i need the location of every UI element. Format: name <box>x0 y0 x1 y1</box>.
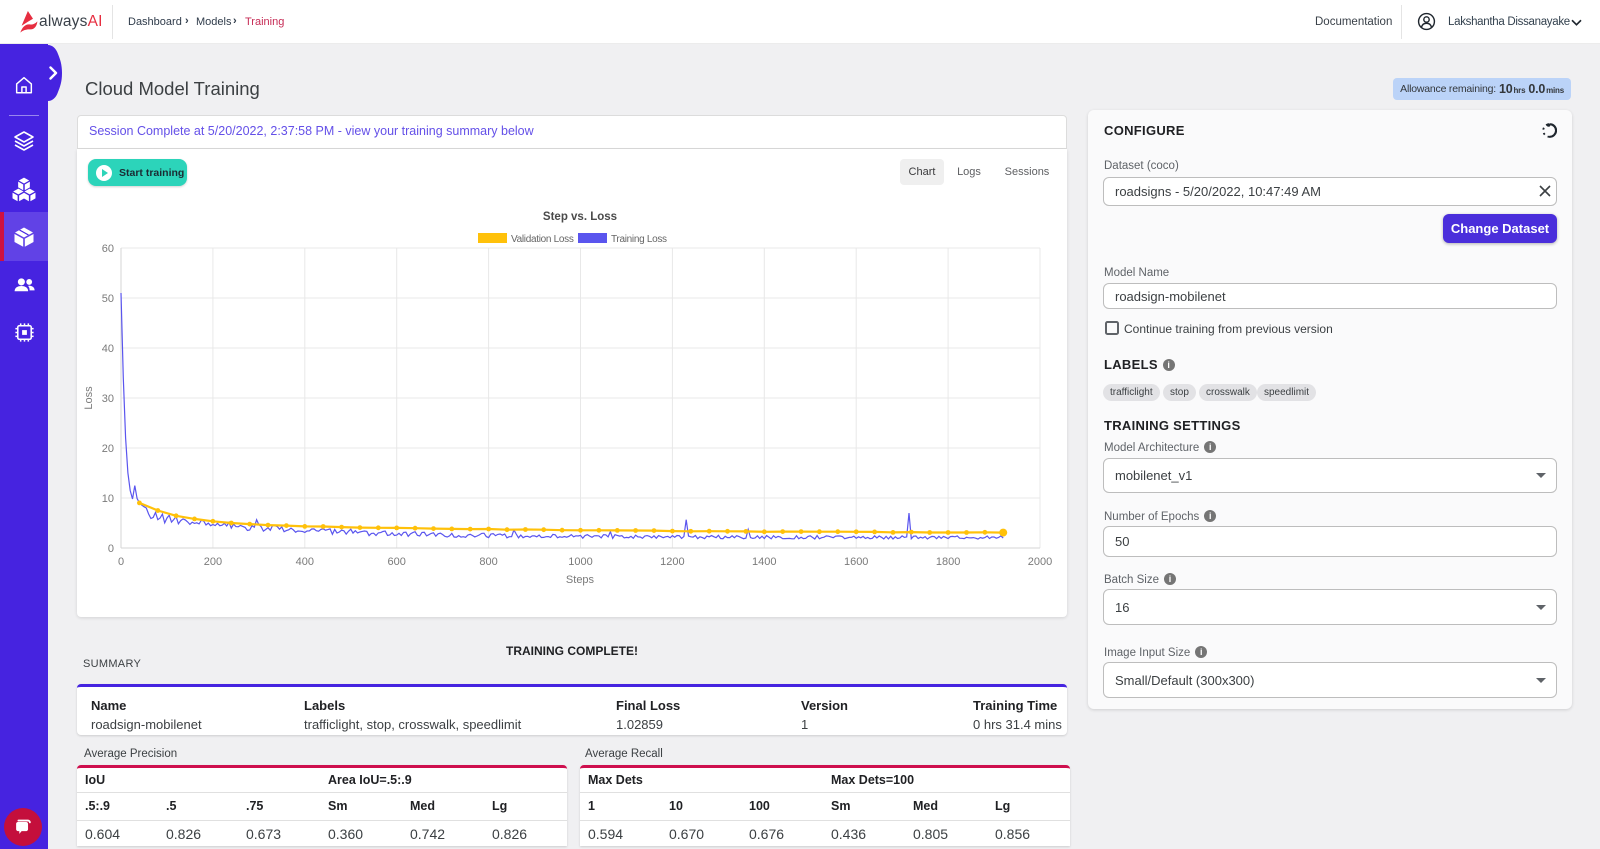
svg-text:1000: 1000 <box>568 556 592 568</box>
svg-text:40: 40 <box>102 343 114 355</box>
svg-text:800: 800 <box>479 556 497 568</box>
svg-text:0: 0 <box>118 556 124 568</box>
svg-text:600: 600 <box>388 556 406 568</box>
svg-text:0: 0 <box>108 543 114 555</box>
svg-text:10: 10 <box>102 493 114 505</box>
svg-text:200: 200 <box>204 556 222 568</box>
svg-text:50: 50 <box>102 293 114 305</box>
svg-text:Loss: Loss <box>83 386 95 410</box>
svg-text:30: 30 <box>102 393 114 405</box>
svg-text:Steps: Steps <box>566 574 595 586</box>
svg-text:400: 400 <box>296 556 314 568</box>
svg-text:1400: 1400 <box>752 556 776 568</box>
svg-text:1800: 1800 <box>936 556 960 568</box>
svg-text:60: 60 <box>102 243 114 255</box>
svg-text:2000: 2000 <box>1028 556 1052 568</box>
svg-text:20: 20 <box>102 443 114 455</box>
svg-text:1600: 1600 <box>844 556 868 568</box>
svg-text:1200: 1200 <box>660 556 684 568</box>
